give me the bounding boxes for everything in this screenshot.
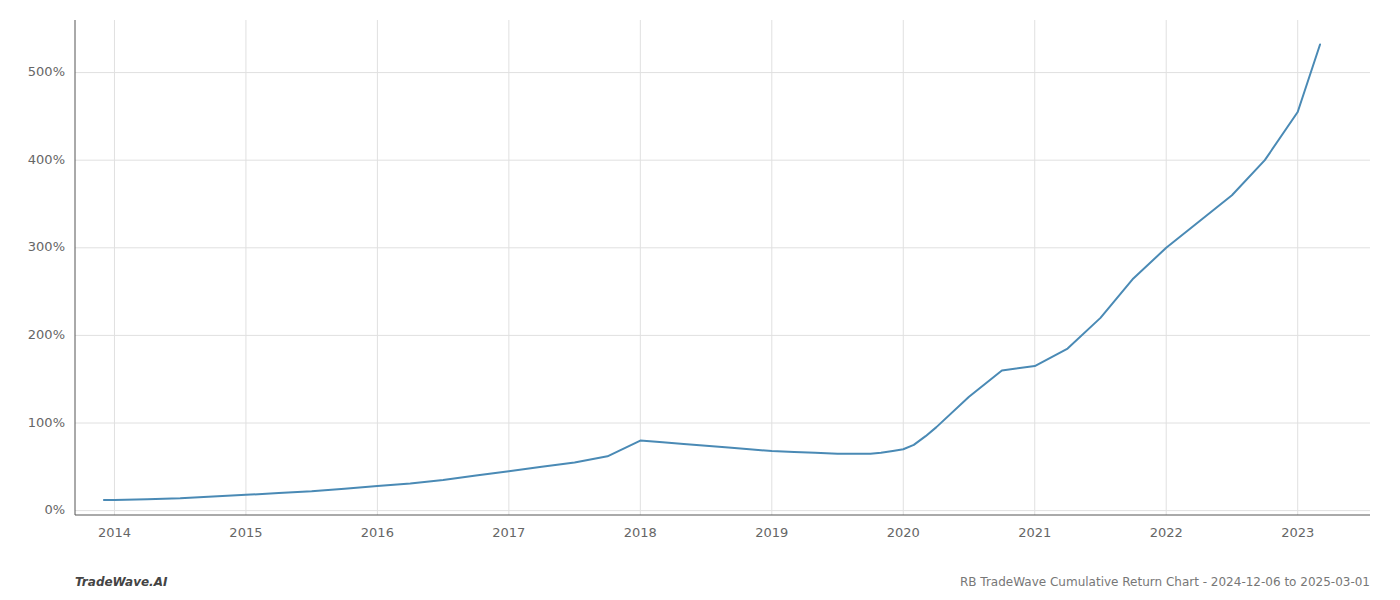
grid-line-y: [75, 335, 1370, 336]
x-tick-label: 2015: [229, 525, 262, 540]
x-tick-label: 2021: [1018, 525, 1051, 540]
y-tick-label: 100%: [28, 415, 65, 430]
grid-line-x: [508, 20, 509, 515]
background: [0, 0, 1400, 600]
x-tick-label: 2016: [361, 525, 394, 540]
grid-line-y: [75, 510, 1370, 511]
grid: [75, 20, 1370, 515]
plot-area: [104, 45, 1320, 501]
grid-line-x: [771, 20, 772, 515]
x-tick-label: 2018: [624, 525, 657, 540]
grid-line-y: [75, 423, 1370, 424]
grid-line-x: [1297, 20, 1298, 515]
grid-line-y: [75, 160, 1370, 161]
line: [104, 45, 1320, 501]
grid-line-x: [245, 20, 246, 515]
grid-line-y: [75, 247, 1370, 248]
y-tick-label: 200%: [28, 327, 65, 342]
x-tick-label: 2014: [98, 525, 131, 540]
chart: 0% 100% 200% 300% 400% 500% 2014 2015 2016 2017 20…: [0, 0, 1400, 600]
grid-line-x: [377, 20, 378, 515]
axes: 0% 100% 200% 300% 400% 500% 2014 2015 2016 2017 20…: [28, 20, 1370, 540]
footer-left: TradeWave.AI: [75, 575, 168, 589]
y-tick-label: 300%: [28, 239, 65, 254]
x-tick-label: 2023: [1281, 525, 1314, 540]
grid-line-y: [75, 72, 1370, 73]
x-tick-label: 2022: [1150, 525, 1183, 540]
grid-line-x: [1166, 20, 1167, 515]
y-tick-label: 0%: [44, 502, 65, 517]
x-tick-label: 2020: [887, 525, 920, 540]
grid-line-x: [1034, 20, 1035, 515]
footer-right: RB TradeWave Cumulative Return Chart - 2…: [960, 575, 1370, 589]
y-tick-label: 400%: [28, 152, 65, 167]
x-tick-label: 2017: [492, 525, 525, 540]
grid-line-x: [114, 20, 115, 515]
x-tick-label: 2019: [755, 525, 788, 540]
grid-line-x: [903, 20, 904, 515]
y-tick-label: 500%: [28, 64, 65, 79]
x-axis-line: [75, 515, 1370, 516]
y-axis-line: [75, 20, 76, 515]
